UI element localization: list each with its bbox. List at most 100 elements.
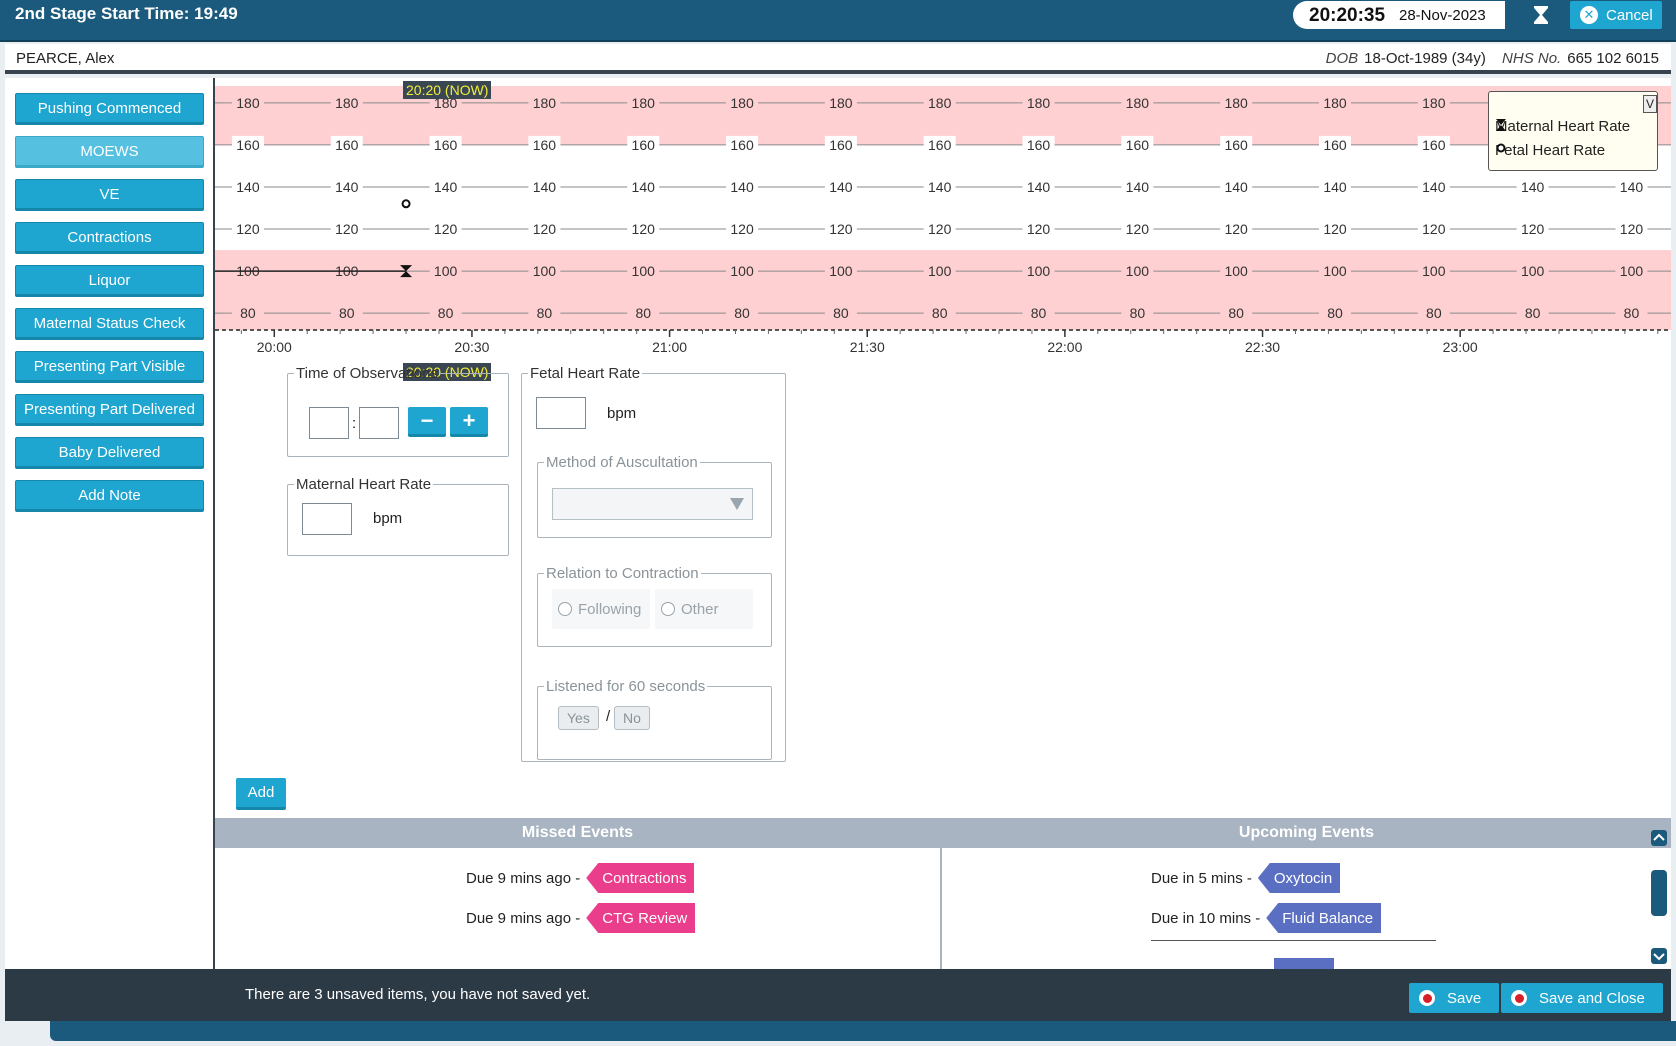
upcoming-event-row[interactable]: Due in 10 mins - Fluid Balance bbox=[1151, 903, 1382, 933]
y-label-bg bbox=[429, 177, 462, 196]
y-label-bg bbox=[824, 220, 857, 239]
y-tick-label: 80 bbox=[734, 305, 750, 321]
hourglass-icon[interactable] bbox=[1530, 4, 1552, 26]
y-tick-label: 140 bbox=[335, 179, 359, 195]
legend-label-fetal: Fetal Heart Rate bbox=[1495, 142, 1606, 159]
add-note-button[interactable]: Add Note bbox=[15, 480, 204, 512]
ve-button[interactable]: VE bbox=[15, 179, 204, 211]
y-label-bg bbox=[627, 304, 660, 323]
listened-no-button[interactable]: No bbox=[614, 706, 650, 730]
y-tick-label: 160 bbox=[533, 137, 557, 153]
increment-time-button[interactable]: + bbox=[450, 407, 488, 437]
chevron-up-icon bbox=[1653, 833, 1665, 841]
y-tick-label: 140 bbox=[1323, 179, 1347, 195]
x-tick-label: 21:00 bbox=[652, 339, 687, 355]
y-label-bg bbox=[923, 135, 956, 154]
y-tick-label: 80 bbox=[339, 305, 355, 321]
y-tick-label: 100 bbox=[1323, 263, 1347, 279]
hour-input[interactable] bbox=[309, 407, 349, 439]
missed-event-tag: Contractions bbox=[586, 863, 695, 893]
y-tick-label: 80 bbox=[1031, 305, 1047, 321]
maternal-unit: bpm bbox=[373, 510, 403, 527]
liquor-button[interactable]: Liquor bbox=[15, 265, 204, 297]
baby-delivered-button[interactable]: Baby Delivered bbox=[15, 437, 204, 469]
y-label-bg bbox=[1022, 177, 1055, 196]
y-label-bg bbox=[923, 93, 956, 112]
y-label-bg bbox=[1022, 93, 1055, 112]
x-tick-label: 20:00 bbox=[257, 339, 292, 355]
y-tick-label: 80 bbox=[833, 305, 849, 321]
y-label-bg bbox=[528, 262, 561, 281]
presenting-part-delivered-button[interactable]: Presenting Part Delivered bbox=[15, 394, 204, 426]
y-tick-label: 120 bbox=[730, 221, 754, 237]
add-observation-button[interactable]: Add bbox=[236, 778, 286, 810]
y-label-bg bbox=[726, 304, 759, 323]
y-tick-label: 140 bbox=[829, 179, 853, 195]
heart-rate-chart[interactable]: 8080808080808080808080808080808080100100… bbox=[215, 78, 1671, 383]
y-label-bg bbox=[528, 135, 561, 154]
missed-event-row[interactable]: Due 9 mins ago - Contractions bbox=[466, 863, 695, 893]
y-label-bg bbox=[1121, 262, 1154, 281]
save-button[interactable]: Save bbox=[1409, 983, 1500, 1013]
minute-input[interactable] bbox=[359, 407, 399, 439]
radio-other-label: Other bbox=[681, 600, 719, 618]
maternal-heart-rate-input[interactable] bbox=[302, 503, 352, 535]
y-tick-label: 140 bbox=[1126, 179, 1150, 195]
radio-other[interactable]: Other bbox=[655, 589, 753, 629]
y-label-bg bbox=[824, 177, 857, 196]
y-tick-label: 180 bbox=[829, 95, 853, 111]
x-tick-label: 22:30 bbox=[1245, 339, 1280, 355]
y-tick-label: 140 bbox=[434, 179, 458, 195]
moews-button[interactable]: MOEWS bbox=[15, 136, 204, 168]
fetal-unit: bpm bbox=[607, 405, 637, 422]
listened-yes-button[interactable]: Yes bbox=[558, 706, 599, 730]
y-tick-label: 140 bbox=[236, 179, 260, 195]
x-tick-label: 20:30 bbox=[454, 339, 489, 355]
radio-following-label: Following bbox=[578, 600, 642, 618]
y-tick-label: 160 bbox=[730, 137, 754, 153]
maternal-heart-rate-group: Maternal Heart Rate bbox=[287, 476, 509, 556]
y-tick-label: 180 bbox=[1323, 95, 1347, 111]
unsaved-message: There are 3 unsaved items, you have not … bbox=[245, 986, 591, 1003]
top-bar: 2nd Stage Start Time: 19:49 20:20:35 28-… bbox=[0, 0, 1676, 42]
y-label-bg bbox=[1220, 304, 1253, 323]
nhs-value: 665 102 6015 bbox=[1567, 50, 1659, 67]
y-tick-label: 140 bbox=[1224, 179, 1248, 195]
y-label-bg bbox=[1220, 262, 1253, 281]
y-label-bg bbox=[1319, 304, 1351, 323]
y-tick-label: 120 bbox=[1323, 221, 1347, 237]
y-tick-label: 160 bbox=[1126, 137, 1150, 153]
y-tick-label: 80 bbox=[1130, 305, 1146, 321]
y-label-bg bbox=[429, 262, 462, 281]
decrement-time-button[interactable]: − bbox=[408, 407, 446, 437]
circle-icon bbox=[1496, 143, 1506, 153]
y-label-bg bbox=[528, 93, 561, 112]
contractions-button[interactable]: Contractions bbox=[15, 222, 204, 254]
upcoming-event-row[interactable]: Due in 5 mins - Oxytocin bbox=[1151, 863, 1341, 893]
cancel-button[interactable]: ✕ Cancel bbox=[1570, 1, 1662, 29]
scrollbar-thumb[interactable] bbox=[1651, 870, 1667, 916]
x-tick-label: 21:30 bbox=[850, 339, 885, 355]
events-divider bbox=[940, 818, 942, 969]
patient-identifiers: DOB 18-Oct-1989 (34y) NHS No. 665 102 6015 bbox=[1314, 50, 1659, 67]
y-tick-label: 160 bbox=[236, 137, 260, 153]
radio-following[interactable]: Following bbox=[552, 589, 650, 629]
record-icon bbox=[1511, 990, 1527, 1006]
fetal-heart-rate-input[interactable] bbox=[536, 397, 586, 429]
y-label-bg bbox=[231, 135, 264, 154]
scroll-up-button[interactable] bbox=[1651, 830, 1667, 846]
time-separator: : bbox=[352, 415, 357, 432]
y-label-bg bbox=[824, 135, 857, 154]
scroll-down-button[interactable] bbox=[1651, 948, 1667, 964]
maternal-status-check-button[interactable]: Maternal Status Check bbox=[15, 308, 204, 340]
presenting-part-visible-button[interactable]: Presenting Part Visible bbox=[15, 351, 204, 383]
y-label-bg bbox=[1121, 93, 1154, 112]
auscultation-method-select[interactable] bbox=[552, 488, 753, 520]
y-label-bg bbox=[429, 304, 462, 323]
pushing-commenced-button[interactable]: Pushing Commenced bbox=[15, 93, 204, 125]
missed-event-row[interactable]: Due 9 mins ago - CTG Review bbox=[466, 903, 696, 933]
save-and-close-button[interactable]: Save and Close bbox=[1501, 983, 1663, 1013]
legend-toggle-button[interactable]: V bbox=[1643, 95, 1657, 113]
y-label-bg bbox=[231, 304, 264, 323]
y-tick-label: 180 bbox=[632, 95, 656, 111]
